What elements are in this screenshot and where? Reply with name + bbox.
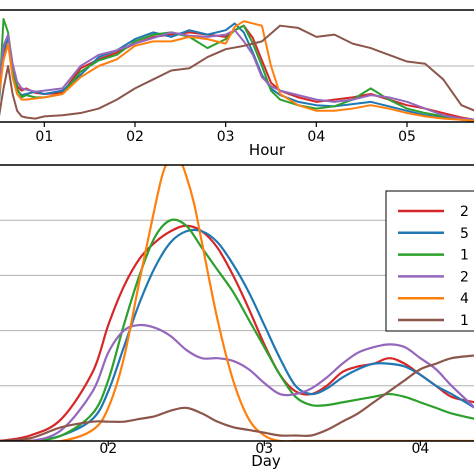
- top-x-tick-label: 02: [126, 129, 144, 145]
- top-x-axis-title: Hour: [249, 141, 286, 159]
- bottom-chart: 02 03 04 Day 2 5 1 2 4 1: [0, 164, 474, 470]
- legend-label-2: 5: [460, 226, 469, 242]
- bot-x-tick-label: 02: [99, 441, 117, 457]
- legend-label-3: 1: [460, 248, 469, 264]
- bot-x-tick-label: 04: [411, 441, 429, 457]
- top-series-line-3: [0, 17, 474, 121]
- top-x-tick-label: 01: [35, 129, 53, 145]
- bot-series-line-4: [0, 323, 474, 441]
- top-x-tick-label: 04: [307, 129, 325, 145]
- bot-series-line-5: [0, 165, 474, 441]
- legend-box: [385, 190, 474, 332]
- bottom-series-group: [0, 165, 474, 441]
- top-series-line-4: [0, 29, 474, 121]
- top-x-tick-label: 03: [217, 129, 235, 145]
- legend-items: 2 5 1 2 4 1: [398, 204, 469, 329]
- bot-series-line-3: [0, 218, 474, 441]
- top-x-ticks: 01 02 03 04 05: [35, 122, 416, 145]
- top-series-line-6: [0, 24, 474, 120]
- top-series-line-2: [0, 22, 474, 122]
- top-axes-frame: [0, 9, 474, 123]
- legend: 2 5 1 2 4 1: [385, 190, 474, 332]
- bottom-x-ticks: 02 03 04: [99, 441, 429, 457]
- top-chart: 01 02 03 04 05 Hour: [0, 9, 474, 159]
- legend-label-4: 2: [460, 269, 469, 285]
- legend-label-5: 4: [460, 291, 469, 307]
- bot-x-tick-label: 03: [255, 441, 273, 457]
- bot-series-line-2: [0, 228, 474, 441]
- top-series-group: [0, 17, 474, 122]
- legend-label-1: 2: [460, 204, 469, 220]
- bottom-axes-frame: [0, 164, 474, 442]
- top-series-line-5: [0, 20, 474, 122]
- bot-series-line-6: [0, 354, 474, 441]
- bot-series-line-1: [0, 224, 474, 441]
- bottom-x-axis-title: Day: [251, 452, 281, 470]
- legend-label-6: 1: [460, 313, 469, 329]
- top-x-tick-label: 05: [398, 129, 416, 145]
